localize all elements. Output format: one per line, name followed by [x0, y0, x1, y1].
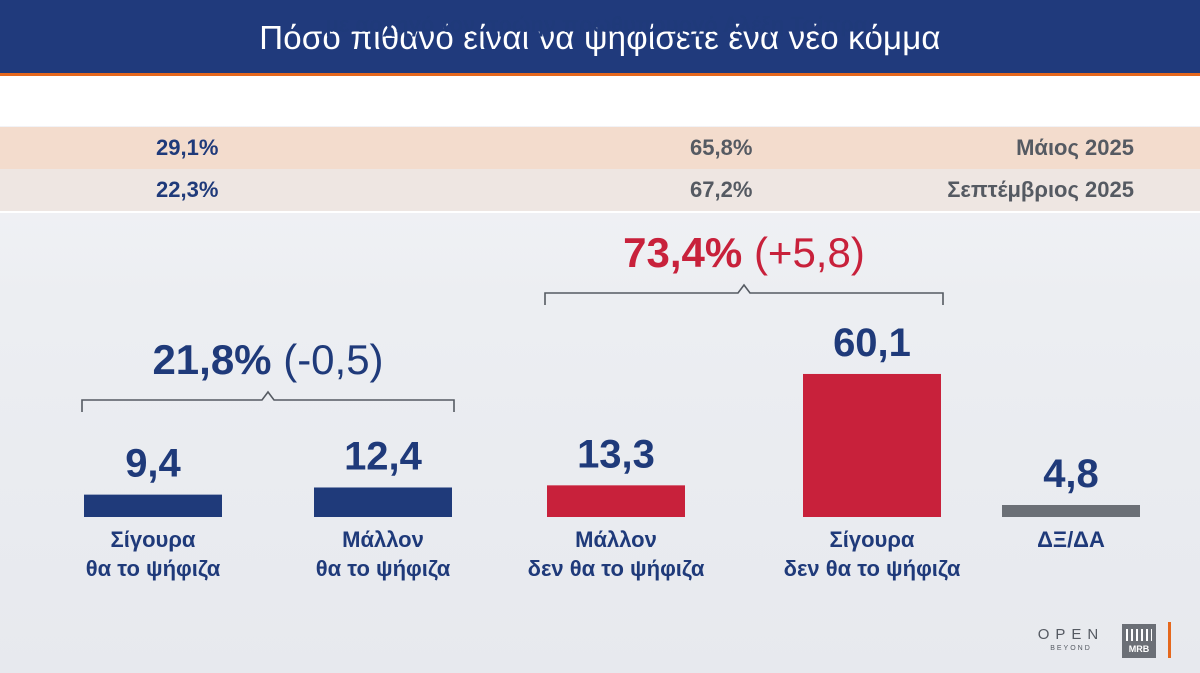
chart-title: Πόσο πιθανό είναι να ψηφίσετε ένα νέο κό…	[0, 0, 1200, 73]
bar	[803, 373, 941, 517]
group-change-value: (-0,5)	[283, 336, 383, 383]
mrb-logo: MRB	[1122, 624, 1156, 658]
row-period-label: Σεπτέμβριος 2025	[947, 177, 1134, 202]
open-logo: OPEN BEYOND	[1034, 626, 1108, 660]
data-label: 12,4	[344, 434, 423, 478]
group-brace	[544, 283, 944, 305]
category-label: ΔΞ/ΔΑ	[1037, 527, 1105, 552]
category-label: θα το ψήφιζα	[316, 556, 451, 581]
group-change-value: (+5,8)	[754, 229, 865, 276]
row-no-value: 67,2%	[690, 177, 753, 202]
group-brace	[81, 390, 455, 412]
title-bar	[0, 0, 1200, 76]
subtitle-bar	[0, 76, 1200, 126]
group-total-label: 73,4% (+5,8)	[623, 229, 865, 276]
row-no-value: 65,8%	[690, 135, 753, 160]
row-yes-value: 22,3%	[156, 177, 219, 202]
group-total-label: 21,8% (-0,5)	[152, 336, 383, 383]
category-label: Μάλλον	[575, 527, 657, 552]
category-label: δεν θα το ψήφιζα	[784, 556, 961, 581]
bar-chart: 9,4 Σίγουρα θα το ψήφιζα 12,4 Μάλλον θα το ψή…	[81, 229, 1140, 581]
chart-title-text: Πόσο πιθανό είναι να ψηφίσετε ένα νέο κό…	[259, 19, 941, 57]
comparison-row-may: 29,1% 65,8% Μάιος 2025	[0, 127, 1200, 169]
row-period-label: Μάιος 2025	[1016, 135, 1134, 160]
chart-subtitle: με αρχηγό τον πρώην πρωθυπουργό Αλέξη Τσ…	[325, 12, 875, 37]
open-logo-text: OPEN	[1037, 626, 1105, 643]
data-label: 9,4	[125, 442, 181, 486]
data-label: 4,8	[1043, 452, 1099, 496]
group-total-value: 21,8%	[152, 336, 283, 383]
row-yes-value: 29,1%	[156, 135, 219, 160]
accent-line	[1168, 622, 1171, 658]
group-total-value: 73,4%	[623, 229, 754, 276]
bar	[547, 485, 685, 517]
category-label: δεν θα το ψήφιζα	[528, 556, 705, 581]
category-label: Μάλλον	[342, 527, 424, 552]
bar	[314, 487, 452, 517]
category-label: θα το ψήφιζα	[86, 556, 221, 581]
data-label: 60,1	[833, 321, 911, 365]
row-divider	[0, 211, 1200, 213]
category-label: Σίγουρα	[111, 527, 196, 552]
bar	[1002, 505, 1140, 517]
open-logo-tagline: BEYOND	[1050, 645, 1092, 652]
data-label: 13,3	[577, 432, 655, 476]
bar	[84, 494, 222, 517]
comparison-row-september: 22,3% 67,2% Σεπτέμβριος 2025	[0, 169, 1200, 211]
category-label: Σίγουρα	[830, 527, 915, 552]
